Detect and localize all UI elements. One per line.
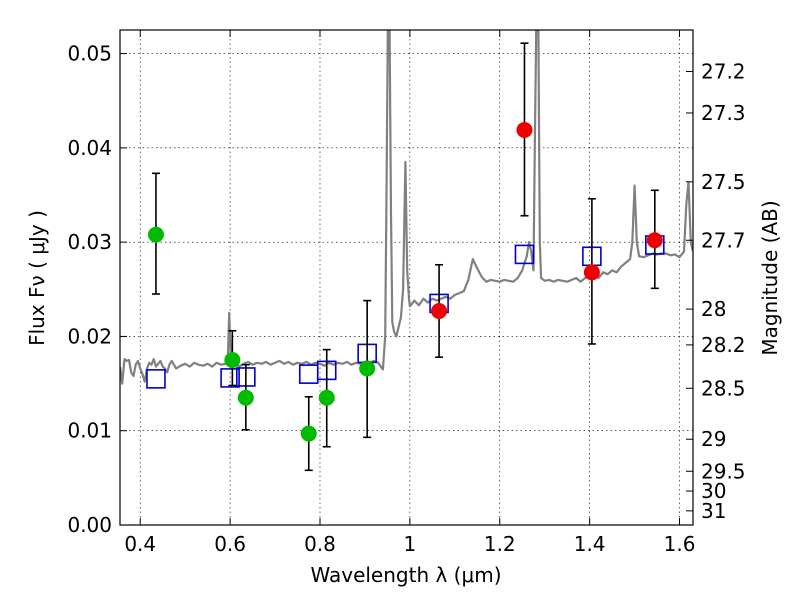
right-tick-label: 27.2 (701, 59, 746, 83)
grid-lines (120, 30, 693, 526)
model-photometry-square (514, 244, 535, 265)
right-tick-label: 27.7 (701, 228, 746, 252)
right-tick-label: 29.5 (701, 459, 746, 483)
x-tick-label: 0.6 (214, 532, 246, 556)
green-data-point (359, 360, 376, 377)
x-axis-label: Wavelength λ (μm) (310, 563, 501, 587)
right-tick-label: 31 (701, 499, 726, 523)
red-data-point (516, 121, 533, 138)
y-tick-label: 0.04 (67, 136, 112, 160)
green-data-point (224, 352, 241, 368)
y-tick-label: 0.05 (67, 42, 112, 66)
y-tick-label: 0.02 (67, 324, 112, 348)
right-tick-label: 27.3 (701, 101, 746, 125)
y-axis-label-right: Magnitude (AB) (758, 200, 782, 355)
green-data-point (318, 389, 335, 406)
x-tick-label: 0.8 (304, 532, 336, 556)
red-data-point (431, 302, 448, 319)
plot-frame (119, 29, 694, 526)
model-photometry-square (146, 369, 166, 389)
x-tick-label: 1.6 (664, 532, 696, 556)
axis-ticks: 0.4 0.6 0.8 1 1.2 1.4 1.6 0.00 0.01 0.02 0.03 0.04 0… (67, 30, 746, 556)
right-tick-label: 29 (701, 427, 726, 451)
green-data-point (147, 226, 164, 243)
y-tick-label: 0.00 (67, 513, 112, 537)
right-tick-label: 28.2 (701, 333, 746, 357)
x-tick-label: 0.4 (124, 532, 156, 556)
x-tick-label: 1.2 (484, 532, 516, 556)
green-data-point (237, 389, 254, 406)
right-tick-label: 28 (701, 297, 726, 321)
model-photometry-square (298, 364, 319, 384)
right-tick-label: 27.5 (701, 170, 746, 194)
x-tick-label: 1 (404, 532, 417, 556)
green-data-point (300, 425, 317, 442)
x-tick-label: 1.4 (574, 532, 606, 556)
y-tick-label: 0.01 (67, 419, 112, 443)
y-axis-label-left: Flux Fν ( μJy ) (25, 210, 49, 346)
y-tick-label: 0.03 (67, 230, 112, 254)
right-tick-label: 28.5 (701, 376, 746, 400)
model-photometry-square (220, 368, 240, 388)
red-data-point (583, 264, 600, 281)
right-tick-label: 30 (701, 479, 726, 503)
model-spectrum-line (120, 30, 693, 385)
red-data-point (646, 232, 663, 249)
plot-data (120, 30, 693, 472)
